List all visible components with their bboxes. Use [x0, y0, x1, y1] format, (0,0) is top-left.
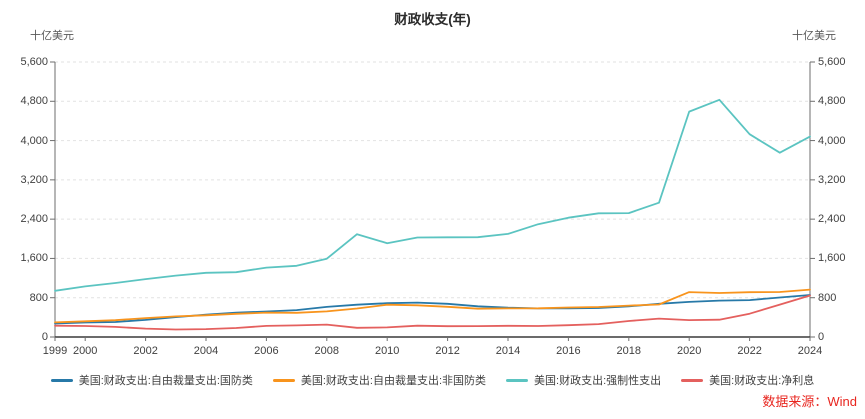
x-tick-label: 2024	[797, 345, 823, 357]
y-tick-label: 800	[29, 291, 48, 304]
legend-swatch-icon	[50, 378, 73, 382]
y-tick-label: 0	[818, 331, 825, 343]
series-line-1	[54, 288, 811, 324]
series-lines	[54, 98, 811, 331]
y-axis-unit-right: 十亿美元	[792, 30, 836, 42]
legend-label: 美国:财政支出:自由裁量支出:非国防类	[300, 375, 487, 387]
series-line-3	[54, 294, 811, 331]
legend-swatch-icon	[506, 378, 529, 382]
x-tick-label: 1999	[42, 345, 68, 357]
y-tick-label: 2,400	[818, 213, 846, 226]
chart-title: 财政收支(年)	[394, 12, 471, 27]
y-tick-label: 5,600	[20, 56, 48, 68]
x-tick-label: 2018	[616, 345, 642, 357]
x-tick-label: 2020	[676, 345, 702, 357]
legend: 美国:财政支出:自由裁量支出:国防类 美国:财政支出:自由裁量支出:非国防类 美国:…	[0, 372, 865, 388]
x-tick-label: 2016	[556, 345, 581, 357]
y-tick-label: 2,400	[20, 213, 48, 226]
legend-label: 美国:财政支出:自由裁量支出:国防类	[78, 375, 253, 387]
x-tick-label: 2004	[193, 345, 219, 357]
y-tick-label: 0	[41, 331, 48, 343]
x-tick-label: 2014	[495, 345, 521, 357]
y-tick-label: 800	[818, 291, 837, 304]
x-tick-label: 2006	[254, 345, 279, 357]
y-tick-label: 4,000	[818, 134, 846, 147]
y-tick-label: 5,600	[818, 56, 846, 68]
legend-item-1[interactable]: 美国:财政支出:自由裁量支出:非国防类	[272, 372, 487, 388]
y-tick-label: 1,600	[20, 252, 48, 265]
x-tick-label: 2000	[72, 345, 98, 357]
legend-item-2[interactable]: 美国:财政支出:强制性支出	[506, 372, 661, 388]
series-line-2	[54, 98, 811, 292]
legend-swatch-icon	[681, 378, 704, 382]
axes	[50, 61, 815, 341]
legend-label: 美国:财政支出:净利息	[709, 375, 815, 387]
data-source-label: 数据来源：Wind	[762, 394, 857, 409]
y-tick-label: 3,200	[818, 173, 846, 186]
legend-item-0[interactable]: 美国:财政支出:自由裁量支出:国防类	[50, 372, 253, 388]
y-tick-label: 3,200	[20, 173, 48, 186]
y-tick-label: 1,600	[818, 252, 846, 265]
x-tick-label: 2002	[133, 345, 158, 357]
y-axis-unit-left: 十亿美元	[30, 30, 74, 42]
y-tick-label: 4,800	[20, 95, 48, 108]
grid-lines	[55, 61, 810, 299]
y-tick-label: 4,000	[20, 134, 48, 147]
x-tick-label: 2010	[374, 345, 400, 357]
y-tick-label: 4,800	[818, 95, 846, 108]
x-tick-label: 2022	[737, 345, 762, 357]
legend-swatch-icon	[272, 378, 295, 382]
x-tick-label: 2012	[435, 345, 460, 357]
x-tick-label: 2008	[314, 345, 340, 357]
legend-item-3[interactable]: 美国:财政支出:净利息	[681, 372, 814, 388]
legend-label: 美国:财政支出:强制性支出	[534, 375, 662, 387]
